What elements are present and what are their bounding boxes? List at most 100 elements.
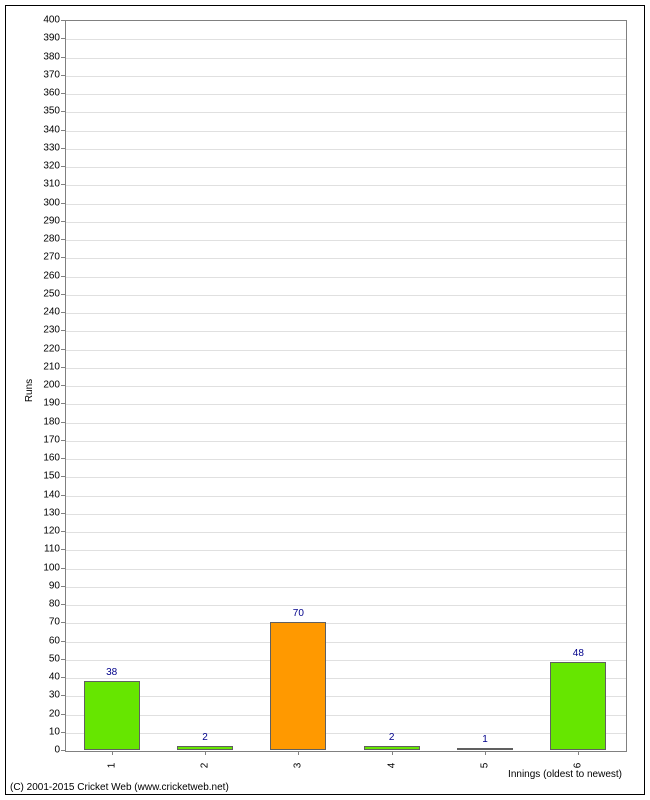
gridline bbox=[66, 368, 626, 369]
y-tick-label: 40 bbox=[25, 672, 60, 683]
gridline bbox=[66, 441, 626, 442]
y-tick-mark bbox=[61, 677, 65, 678]
gridline bbox=[66, 112, 626, 113]
gridline bbox=[66, 642, 626, 643]
y-tick-mark bbox=[61, 659, 65, 660]
y-tick-mark bbox=[61, 166, 65, 167]
y-tick-label: 250 bbox=[25, 288, 60, 299]
y-tick-mark bbox=[61, 531, 65, 532]
y-tick-mark bbox=[61, 221, 65, 222]
bar bbox=[457, 748, 513, 750]
y-tick-label: 320 bbox=[25, 161, 60, 172]
y-tick-mark bbox=[61, 622, 65, 623]
y-tick-label: 300 bbox=[25, 197, 60, 208]
y-tick-label: 90 bbox=[25, 580, 60, 591]
gridline bbox=[66, 131, 626, 132]
y-tick-label: 330 bbox=[25, 142, 60, 153]
gridline bbox=[66, 532, 626, 533]
y-tick-label: 140 bbox=[25, 489, 60, 500]
y-tick-label: 120 bbox=[25, 526, 60, 537]
y-tick-mark bbox=[61, 20, 65, 21]
bar bbox=[270, 622, 326, 750]
y-tick-label: 240 bbox=[25, 307, 60, 318]
gridline bbox=[66, 696, 626, 697]
y-tick-mark bbox=[61, 239, 65, 240]
gridline bbox=[66, 185, 626, 186]
y-tick-label: 30 bbox=[25, 690, 60, 701]
y-tick-mark bbox=[61, 57, 65, 58]
y-tick-label: 260 bbox=[25, 270, 60, 281]
y-tick-mark bbox=[61, 641, 65, 642]
y-tick-label: 200 bbox=[25, 380, 60, 391]
gridline bbox=[66, 350, 626, 351]
y-tick-mark bbox=[61, 111, 65, 112]
bar-value-label: 70 bbox=[293, 608, 304, 619]
y-tick-label: 370 bbox=[25, 69, 60, 80]
y-tick-mark bbox=[61, 203, 65, 204]
gridline bbox=[66, 386, 626, 387]
bar-value-label: 2 bbox=[389, 732, 395, 743]
y-tick-label: 160 bbox=[25, 453, 60, 464]
y-tick-label: 130 bbox=[25, 507, 60, 518]
y-tick-mark bbox=[61, 422, 65, 423]
y-tick-mark bbox=[61, 750, 65, 751]
gridline bbox=[66, 605, 626, 606]
y-tick-label: 60 bbox=[25, 635, 60, 646]
bar bbox=[177, 746, 233, 750]
bar-value-label: 1 bbox=[482, 734, 488, 745]
gridline bbox=[66, 258, 626, 259]
gridline bbox=[66, 404, 626, 405]
gridline bbox=[66, 58, 626, 59]
y-tick-mark bbox=[61, 604, 65, 605]
y-tick-mark bbox=[61, 549, 65, 550]
bar-value-label: 38 bbox=[106, 667, 117, 678]
x-tick-mark bbox=[578, 751, 579, 755]
y-tick-label: 350 bbox=[25, 106, 60, 117]
y-tick-label: 290 bbox=[25, 215, 60, 226]
x-tick-mark bbox=[392, 751, 393, 755]
x-tick-label: 4 bbox=[386, 763, 397, 769]
x-tick-mark bbox=[485, 751, 486, 755]
x-tick-mark bbox=[112, 751, 113, 755]
gridline bbox=[66, 678, 626, 679]
gridline bbox=[66, 295, 626, 296]
gridline bbox=[66, 459, 626, 460]
x-tick-label: 6 bbox=[573, 763, 584, 769]
y-tick-label: 190 bbox=[25, 398, 60, 409]
y-tick-label: 110 bbox=[25, 544, 60, 555]
y-tick-mark bbox=[61, 148, 65, 149]
y-tick-mark bbox=[61, 695, 65, 696]
y-tick-mark bbox=[61, 330, 65, 331]
y-tick-mark bbox=[61, 586, 65, 587]
gridline bbox=[66, 587, 626, 588]
y-tick-label: 100 bbox=[25, 562, 60, 573]
y-tick-label: 10 bbox=[25, 726, 60, 737]
y-tick-mark bbox=[61, 440, 65, 441]
y-tick-mark bbox=[61, 732, 65, 733]
gridline bbox=[66, 167, 626, 168]
y-tick-mark bbox=[61, 93, 65, 94]
y-tick-mark bbox=[61, 75, 65, 76]
y-tick-label: 380 bbox=[25, 51, 60, 62]
y-tick-label: 50 bbox=[25, 653, 60, 664]
y-tick-mark bbox=[61, 458, 65, 459]
y-tick-mark bbox=[61, 276, 65, 277]
plot-area bbox=[65, 20, 627, 752]
y-tick-mark bbox=[61, 130, 65, 131]
y-tick-label: 230 bbox=[25, 325, 60, 336]
bar-value-label: 2 bbox=[202, 732, 208, 743]
x-tick-mark bbox=[205, 751, 206, 755]
gridline bbox=[66, 660, 626, 661]
y-tick-label: 0 bbox=[25, 745, 60, 756]
gridline bbox=[66, 240, 626, 241]
gridline bbox=[66, 514, 626, 515]
copyright-text: (C) 2001-2015 Cricket Web (www.cricketwe… bbox=[10, 782, 229, 793]
y-tick-mark bbox=[61, 714, 65, 715]
y-tick-label: 310 bbox=[25, 179, 60, 190]
y-tick-label: 400 bbox=[25, 15, 60, 26]
y-tick-label: 170 bbox=[25, 434, 60, 445]
x-axis-label: Innings (oldest to newest) bbox=[508, 769, 622, 780]
y-tick-mark bbox=[61, 257, 65, 258]
y-tick-label: 270 bbox=[25, 252, 60, 263]
gridline bbox=[66, 569, 626, 570]
